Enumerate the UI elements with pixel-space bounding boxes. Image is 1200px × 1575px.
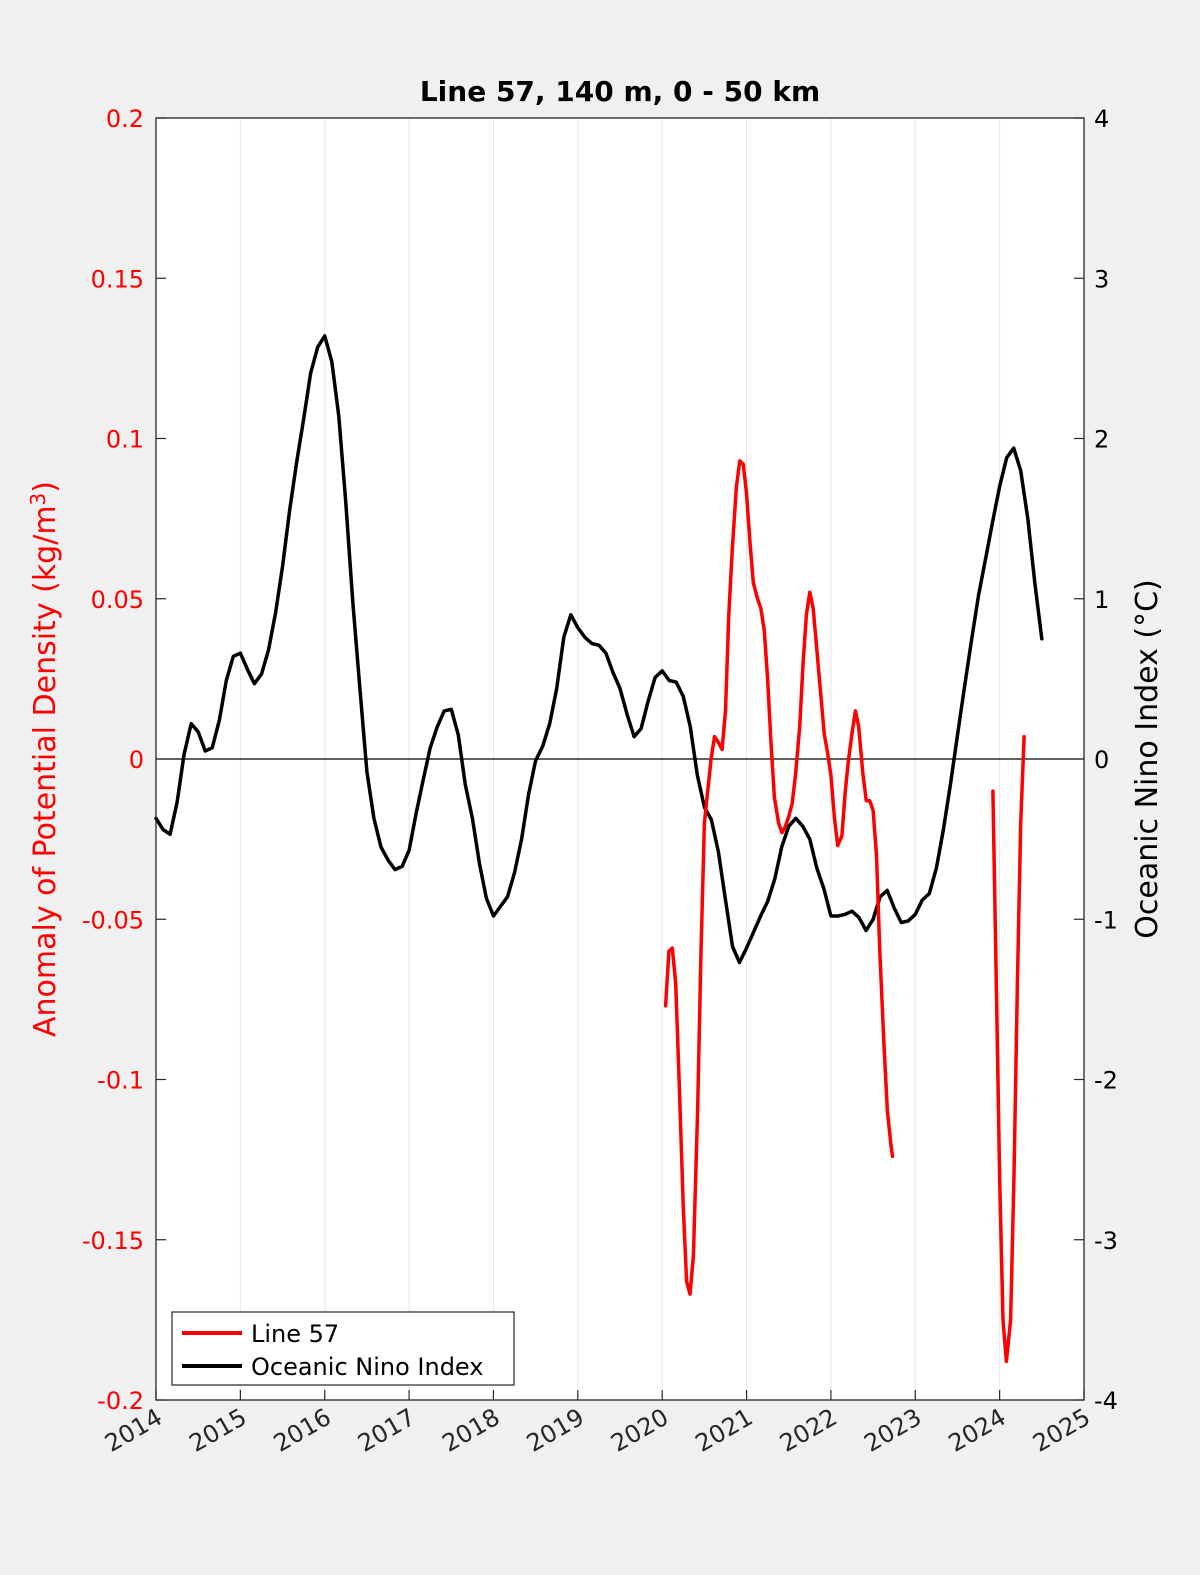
y-left-axis-label-main: Anomaly of Potential Density (kg/m <box>28 505 63 1037</box>
y-right-tick-label: -2 <box>1094 1067 1118 1095</box>
y-left-tick-label: -0.05 <box>82 906 144 934</box>
y-left-tick-label: 0.15 <box>91 265 144 293</box>
legend-label-line57: Line 57 <box>251 1320 339 1348</box>
y-left-tick-label: -0.1 <box>97 1067 144 1095</box>
y-left-tick-label: 0.1 <box>106 426 144 454</box>
y-right-tick-label: 1 <box>1094 586 1109 614</box>
y-left-tick-label: 0.2 <box>106 105 144 133</box>
y-right-tick-label: -4 <box>1094 1387 1118 1415</box>
legend: Line 57 Oceanic Nino Index <box>171 1311 515 1386</box>
legend-box <box>171 1311 515 1386</box>
oni-line <box>154 334 1044 965</box>
y-right-axis-ticks: 4 3 2 1 0 -1 -2 -3 -4 <box>1074 105 1118 1415</box>
legend-label-oni: Oceanic Nino Index <box>251 1353 483 1381</box>
y-right-tick-label: 3 <box>1094 265 1109 293</box>
y-right-tick-label: 0 <box>1094 746 1109 774</box>
y-left-tick-label: 0 <box>129 746 144 774</box>
y-right-tick-label: 2 <box>1094 426 1109 454</box>
y-right-tick-label: -1 <box>1094 906 1118 934</box>
y-left-axis-label-sup: 3 <box>26 493 50 506</box>
y-left-tick-label: 0.05 <box>91 586 144 614</box>
y-right-tick-label: 4 <box>1094 105 1109 133</box>
y-left-tick-label: -0.15 <box>82 1227 144 1255</box>
y-left-axis-label: Anomaly of Potential Density (kg/m3) <box>26 481 63 1037</box>
y-left-axis-label-close: ) <box>28 481 63 493</box>
chart-title: Line 57, 140 m, 0 - 50 km <box>420 75 820 108</box>
y-right-axis-label: Oceanic Nino Index (°C) <box>1130 579 1165 939</box>
line57-line-segment <box>991 734 1026 1364</box>
y-left-axis-ticks: 0.2 0.15 0.1 0.05 0 -0.05 -0.1 -0.15 -0.2 <box>82 105 166 1415</box>
y-right-tick-label: -3 <box>1094 1227 1118 1255</box>
y-left-tick-label: -0.2 <box>97 1387 144 1415</box>
line57-series <box>663 459 1026 1364</box>
oni-series <box>154 334 1044 965</box>
line57-line-segment <box>663 459 895 1296</box>
